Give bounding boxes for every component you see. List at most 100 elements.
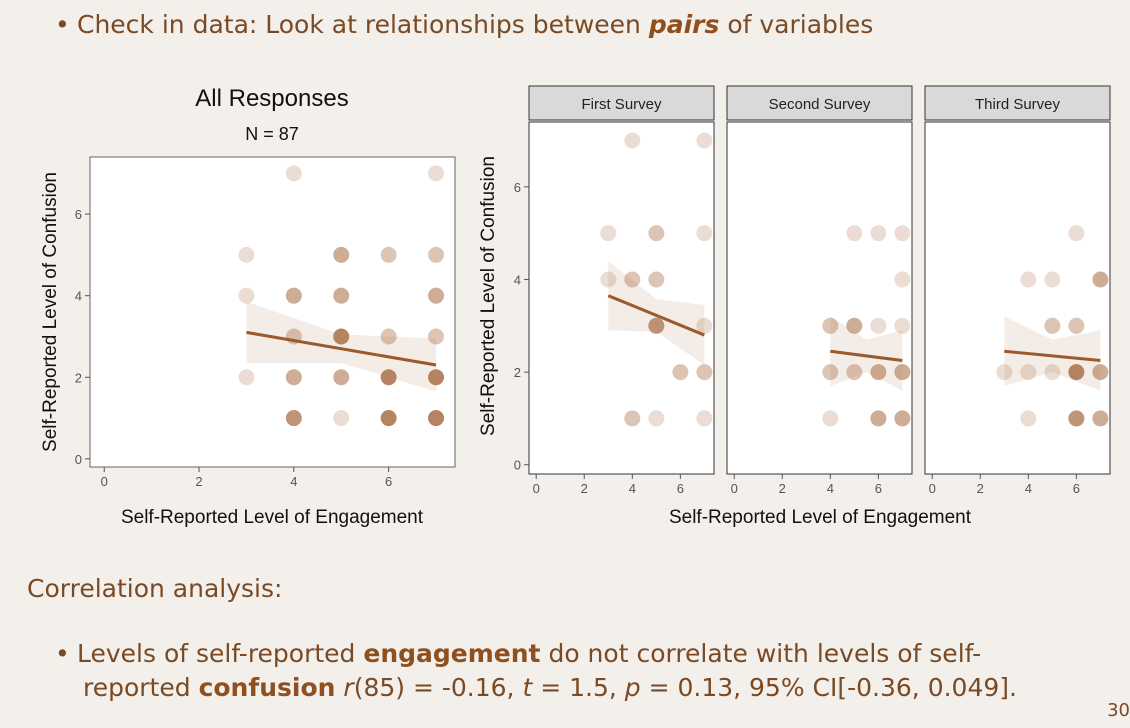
y-tick-label: 0 [75,452,82,467]
data-point [1092,271,1109,288]
data-point [1020,271,1037,288]
data-point [428,287,445,304]
x-tick-label: 2 [581,481,588,496]
data-point [672,364,689,381]
data-point [846,317,863,334]
stat-p-symbol: p [624,673,641,702]
data-point [1044,317,1061,334]
keyword-confusion: confusion [198,673,336,702]
data-point [1020,364,1037,381]
x-tick-label: 4 [629,481,636,496]
data-point [380,328,397,345]
data-point [600,271,617,288]
data-point [648,271,665,288]
data-point [428,165,445,182]
bottom-bullet: • Levels of self-reported engagement do n… [55,637,1095,705]
trend-line [830,349,903,363]
facet-x-axis-label: Self-Reported Level of Engagement [669,507,972,528]
stat-p-value: = 0.13, 95% CI[-0.36, 0.049]. [640,673,1017,702]
x-tick-label: 2 [779,481,786,496]
data-point [333,410,350,427]
plot-marks: 0 2 4 6 0 2 4 6 [75,165,445,489]
faceted-chart: First Survey 0 2 4 6 0 2 4 6 Second Survey 0 2 4 6 Thi… [478,85,1111,528]
trend-line [1004,349,1101,363]
facet-strip [924,85,1111,121]
top-bullet: • Check in data: Look at relationships be… [55,8,873,42]
charts-area: All Responses N = 87 0 2 4 6 0 2 4 6 Self-Repor… [40,85,1111,528]
data-point [285,369,302,386]
y-tick-label: 2 [514,365,521,380]
page-number: 30 [1107,700,1130,721]
y-tick-label: 2 [75,370,82,385]
data-point [238,287,255,304]
bottom-bullet-line2: reported confusion r(85) = -0.16, t = 1.… [55,671,1095,705]
data-point [1092,364,1109,381]
facet-strip [726,85,913,121]
data-point [380,369,397,386]
bullet-dot: • [55,639,70,668]
data-point [696,132,713,149]
x-tick-label: 4 [827,481,834,496]
chart-title: All Responses [195,85,348,112]
data-point [624,410,641,427]
data-point [996,364,1013,381]
x-axis-label: Self-Reported Level of Engagement [121,507,424,528]
data-point [624,132,641,149]
data-point [894,410,911,427]
data-point [696,364,713,381]
data-point [894,225,911,242]
data-point [696,410,713,427]
data-point [1068,317,1085,334]
top-bullet-prefix: Check in data: Look at relationships bet… [77,10,649,39]
data-point [870,225,887,242]
data-point [648,410,665,427]
x-tick-label: 0 [101,474,108,489]
stat-r-value: (85) = -0.16, [353,673,523,702]
data-point [285,410,302,427]
data-point [428,328,445,345]
y-tick-label: 0 [514,458,521,473]
top-bullet-suffix: of variables [719,10,874,39]
data-point [846,364,863,381]
y-axis-label: Self-Reported Level of Confusion [40,172,61,452]
data-point [894,317,911,334]
keyword-engagement: engagement [363,639,541,668]
stat-r-symbol: r [343,673,354,702]
chart-subtitle: N = 87 [245,124,299,144]
data-point [846,225,863,242]
facet-strip-label: Second Survey [769,96,871,113]
data-point [696,225,713,242]
data-point [1020,410,1037,427]
bottom-bullet-part1: Levels of self-reported [77,639,364,668]
x-tick-label: 0 [929,481,936,496]
facet-marks: First Survey 0 2 4 6 0 2 4 6 Second Survey 0 2 4 6 Thi… [514,85,1111,496]
data-point [870,364,887,381]
data-point [428,246,445,263]
data-point [696,317,713,334]
facet-strip [528,85,715,121]
data-point [428,369,445,386]
facet-strip-label: Third Survey [975,96,1061,113]
data-point [648,317,665,334]
x-tick-label: 4 [290,474,297,489]
y-tick-label: 6 [75,207,82,222]
data-point [1044,271,1061,288]
data-point [238,369,255,386]
data-point [238,246,255,263]
y-tick-label: 6 [514,180,521,195]
stat-t-symbol: t [522,673,533,702]
data-point [822,364,839,381]
data-point [870,317,887,334]
data-point [285,287,302,304]
data-point [894,271,911,288]
x-tick-label: 6 [677,481,684,496]
facet-strip-label: First Survey [581,96,662,113]
y-tick-label: 4 [75,289,82,304]
data-point [333,369,350,386]
data-point [1044,364,1061,381]
data-point [1068,364,1085,381]
x-tick-label: 6 [385,474,392,489]
confidence-band [246,301,437,392]
data-point [894,364,911,381]
all-responses-chart: All Responses N = 87 0 2 4 6 0 2 4 6 Self-Repor… [40,85,456,528]
